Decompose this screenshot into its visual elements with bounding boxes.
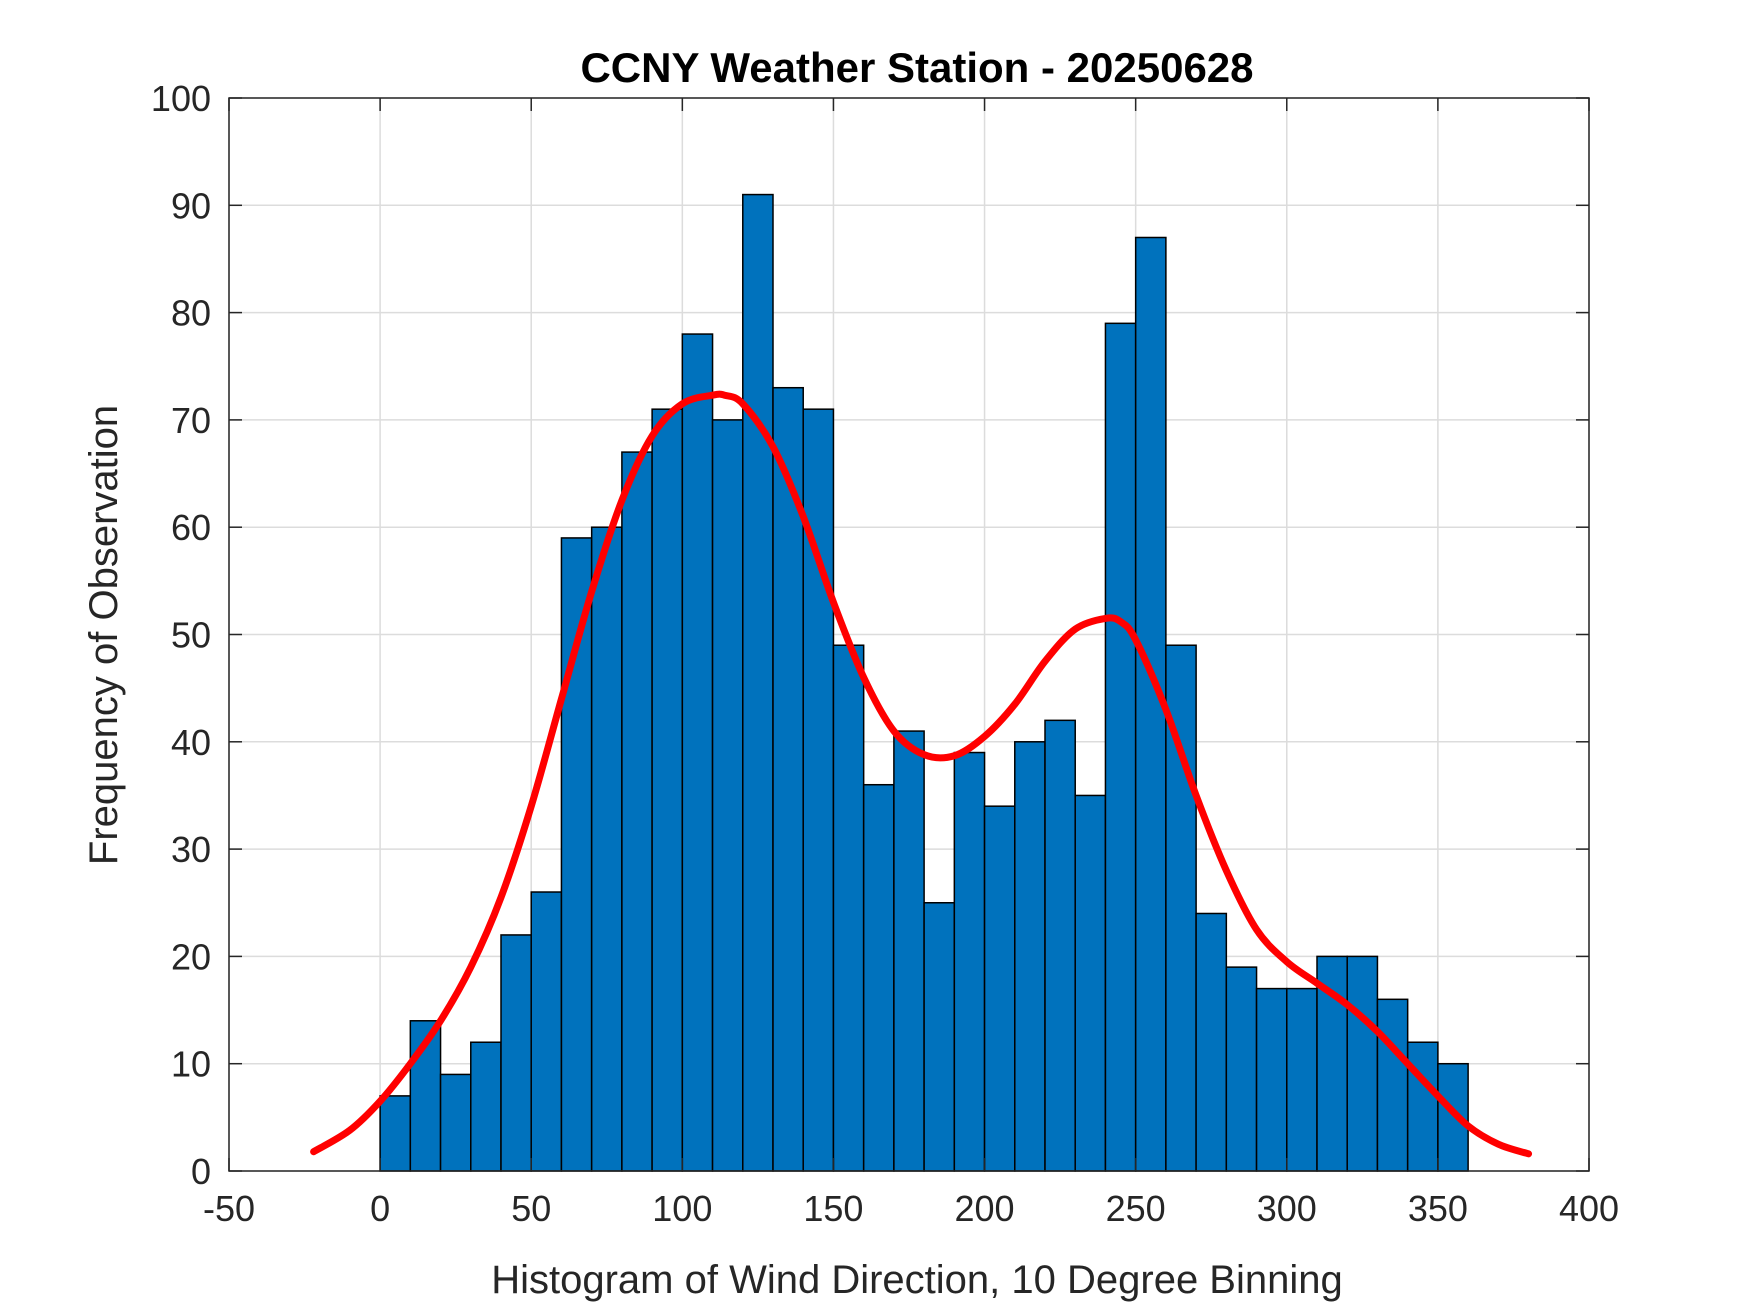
histogram-bar bbox=[1346, 955, 1379, 1172]
fit-curve-line bbox=[310, 390, 1533, 1158]
x-tick-label: 350 bbox=[1408, 1188, 1468, 1229]
histogram-bar bbox=[1406, 1041, 1439, 1172]
y-tick-label: 20 bbox=[171, 936, 211, 977]
y-tick-label: 30 bbox=[171, 829, 211, 870]
histogram-bar bbox=[590, 526, 623, 1172]
histogram-bar bbox=[711, 419, 744, 1172]
histogram-bars bbox=[379, 193, 1469, 1172]
histogram-bar bbox=[621, 451, 653, 1172]
histogram-bar bbox=[1225, 966, 1258, 1172]
x-tick-label: 400 bbox=[1559, 1188, 1619, 1229]
x-tick-label: 250 bbox=[1106, 1188, 1166, 1229]
y-tick-label: 100 bbox=[151, 78, 211, 119]
y-tick-label: 80 bbox=[171, 293, 211, 334]
histogram-bar bbox=[681, 333, 714, 1172]
histogram-bar bbox=[651, 408, 684, 1172]
histogram-bar bbox=[439, 1073, 472, 1172]
x-axis-label: Histogram of Wind Direction, 10 Degree B… bbox=[491, 1258, 1343, 1302]
x-tick-label: 150 bbox=[803, 1188, 863, 1229]
axes bbox=[228, 97, 1590, 1172]
histogram-bar bbox=[862, 783, 895, 1172]
y-tick-label: 40 bbox=[171, 722, 211, 763]
x-tick-label: -50 bbox=[203, 1188, 255, 1229]
histogram-bar bbox=[923, 902, 956, 1172]
histogram-bar bbox=[1195, 912, 1228, 1172]
y-tick-label: 10 bbox=[171, 1044, 211, 1085]
histogram-bar bbox=[953, 751, 986, 1172]
y-tick-label: 60 bbox=[171, 507, 211, 548]
x-tick-label: 300 bbox=[1257, 1188, 1317, 1229]
histogram-bar bbox=[772, 386, 804, 1172]
tick-labels: -50 0 50 100 150 200 250 300 350 4000102030405060… bbox=[151, 78, 1619, 1229]
x-tick-label: 0 bbox=[370, 1188, 390, 1229]
histogram-bar bbox=[1376, 998, 1409, 1172]
y-tick-label: 0 bbox=[191, 1151, 211, 1192]
fit-curve-layer bbox=[310, 390, 1533, 1158]
histogram-bar bbox=[379, 1095, 412, 1172]
histogram-bar bbox=[1074, 794, 1107, 1172]
histogram-bar bbox=[893, 730, 925, 1172]
y-tick-label: 50 bbox=[171, 615, 211, 656]
histogram-bar bbox=[983, 805, 1016, 1172]
histogram-bar bbox=[1255, 987, 1288, 1172]
histogram-bar bbox=[1104, 322, 1137, 1172]
histogram-bar bbox=[530, 891, 563, 1172]
x-tick-label: 100 bbox=[652, 1188, 712, 1229]
histogram-bar bbox=[1044, 719, 1076, 1172]
histogram-bar bbox=[470, 1041, 502, 1172]
y-tick-label: 70 bbox=[171, 400, 211, 441]
y-axis-label: Frequency of Observation bbox=[82, 405, 126, 865]
chart-title: CCNY Weather Station - 20250628 bbox=[580, 44, 1253, 91]
histogram-bar bbox=[1014, 741, 1046, 1172]
histogram-bar bbox=[742, 193, 774, 1172]
y-tick-label: 90 bbox=[171, 185, 211, 226]
histogram-bar bbox=[500, 934, 532, 1172]
histogram-bar bbox=[1286, 987, 1318, 1172]
x-tick-label: 50 bbox=[511, 1188, 551, 1229]
x-tick-label: 200 bbox=[955, 1188, 1015, 1229]
histogram-bar bbox=[832, 644, 865, 1172]
